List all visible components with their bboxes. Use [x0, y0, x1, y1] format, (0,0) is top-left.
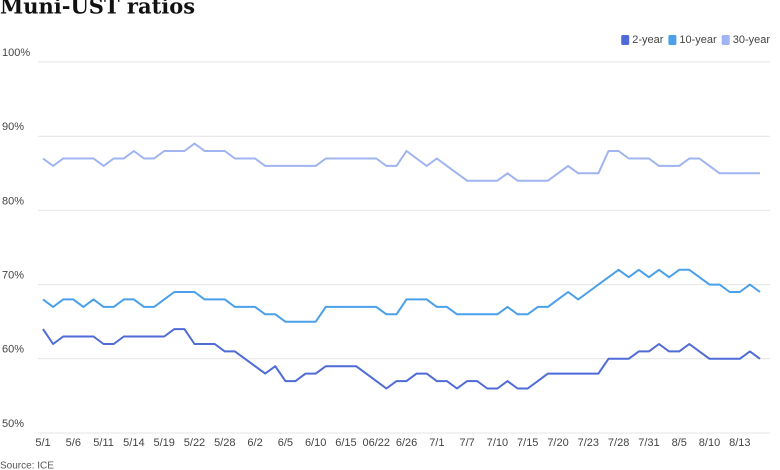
line	[42, 328, 761, 390]
x-tick-label: 5/11	[93, 437, 114, 449]
y-tick-label: 50%	[2, 418, 24, 430]
x-tick-label: 6/5	[278, 437, 293, 449]
line	[42, 268, 761, 323]
legend-label: 10-year	[679, 34, 717, 46]
legend-swatch	[621, 35, 630, 45]
x-tick-label: 6/26	[396, 437, 417, 449]
x-tick-label: 6/10	[305, 437, 326, 449]
y-tick-label: 70%	[2, 270, 24, 282]
x-tick-label: 5/14	[123, 437, 144, 449]
x-tick-label: 6/15	[335, 437, 356, 449]
x-tick-label: 8/13	[729, 437, 750, 449]
legend-swatch	[668, 35, 677, 45]
x-tick-label: 6/2	[247, 437, 262, 449]
x-tick-label: 5/1	[35, 437, 50, 449]
y-tick-label: 80%	[2, 195, 24, 207]
x-tick-label: 8/10	[699, 437, 720, 449]
x-tick-label: 5/28	[214, 437, 235, 449]
x-tick-label: 7/20	[547, 437, 568, 449]
y-tick-label: 60%	[2, 344, 24, 356]
x-tick-label: 5/22	[184, 437, 205, 449]
chart-title: Muni-UST ratios	[0, 0, 195, 19]
x-tick-label: 5/19	[153, 437, 174, 449]
x-tick-label: 7/1	[429, 437, 444, 449]
x-tick-label: 7/7	[459, 437, 474, 449]
legend-label: 30-year	[733, 34, 771, 46]
x-tick-label: 7/23	[578, 437, 599, 449]
x-tick-label: 7/28	[608, 437, 629, 449]
source: Source: ICE	[0, 461, 54, 470]
line	[42, 142, 760, 182]
x-tick-label: 7/31	[638, 437, 659, 449]
legend-swatch	[721, 35, 730, 45]
x-tick-label: 7/10	[487, 437, 508, 449]
x-tick-label: 8/5	[672, 437, 687, 449]
y-tick-label: 90%	[2, 121, 24, 133]
legend-label: 2-year	[632, 34, 664, 46]
x-tick-label: 5/6	[66, 437, 81, 449]
y-tick-label: 100%	[2, 47, 30, 59]
x-tick-label: 06/22	[362, 437, 390, 449]
x-tick-label: 7/15	[517, 437, 538, 449]
